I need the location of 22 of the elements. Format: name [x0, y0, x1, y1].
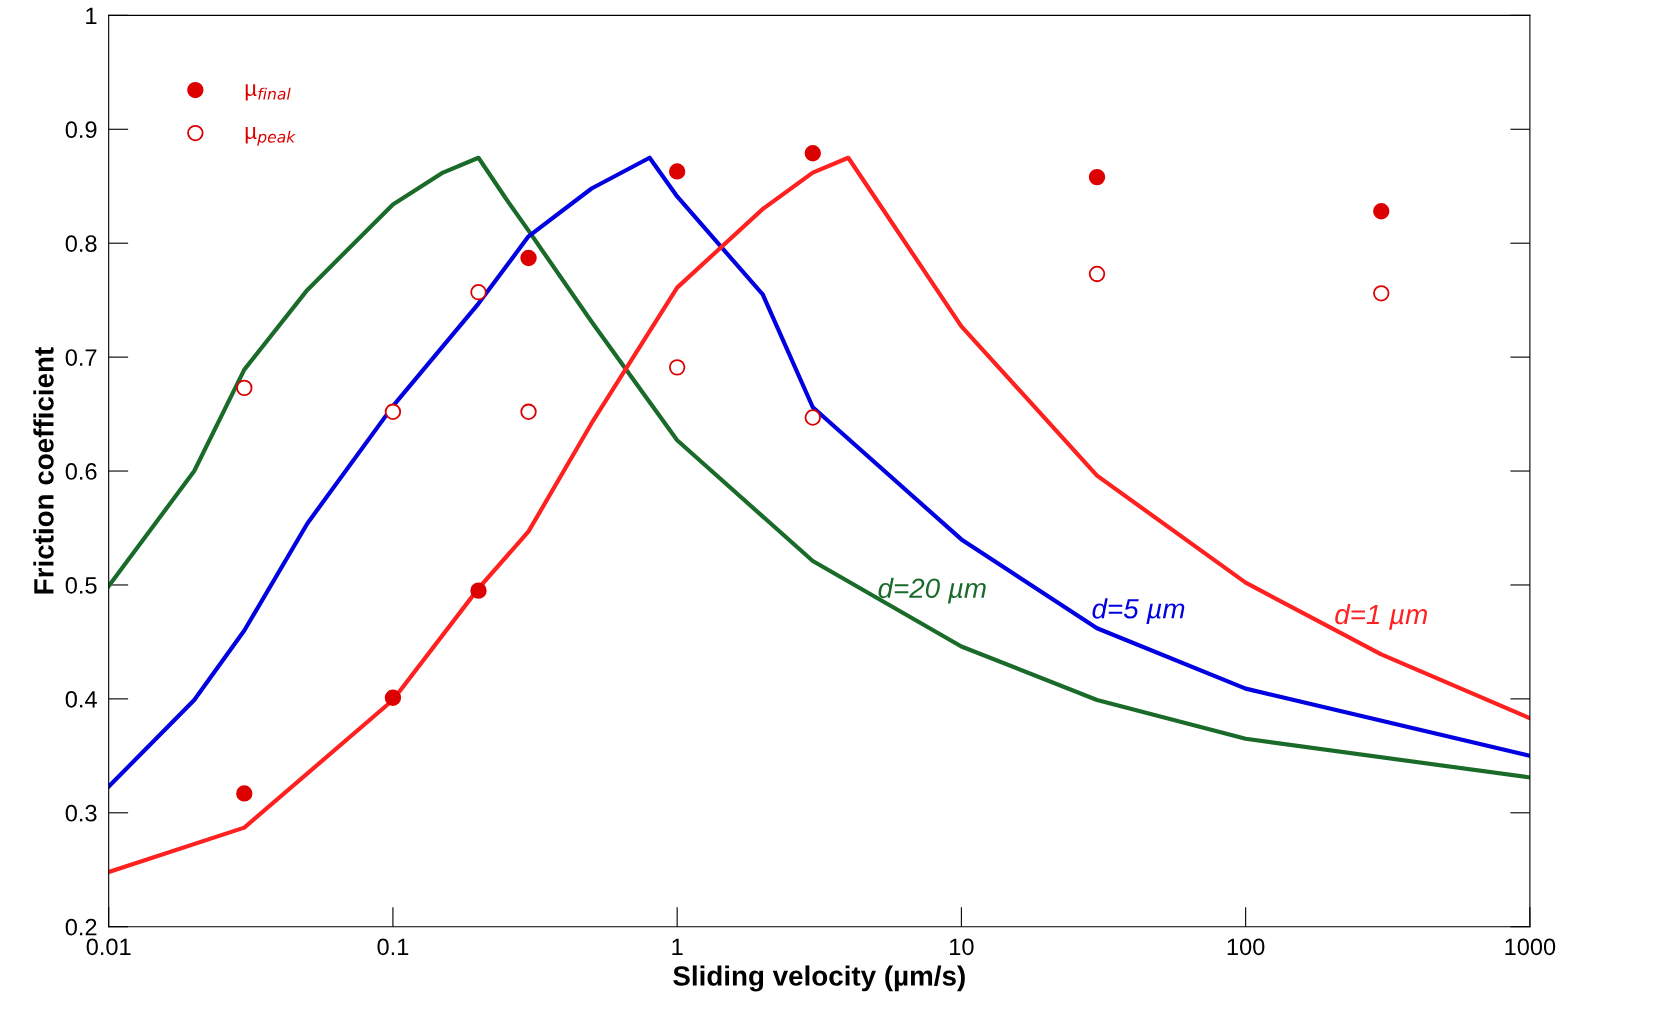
y-axis-title: Friction coefficient: [33, 347, 54, 594]
x-axis-title: Sliding velocity (µm/s): [673, 965, 965, 992]
y-tick-label: 0.8: [65, 235, 97, 252]
x-tick-label: 1000: [1505, 938, 1556, 956]
y-tick-label: 0.2: [65, 918, 97, 936]
y-tick-label: 0.6: [65, 463, 97, 480]
y-tick-label: 0.3: [65, 804, 97, 822]
x-tick-label: 0.01: [86, 938, 131, 956]
legend-label: µ$_{final}$: [245, 84, 291, 101]
legend-label: µ$_{peak}$: [245, 127, 296, 146]
series-label: d=20 µm: [878, 577, 986, 604]
x-tick-label: 100: [1227, 938, 1265, 956]
y-tick-label: 0.7: [65, 349, 97, 366]
y-tick-label: 0.4: [65, 690, 97, 708]
x-tick-label: 1: [672, 938, 683, 955]
y-tick-label: 0.9: [65, 121, 97, 139]
series-label: d=5 µm: [1092, 598, 1185, 625]
y-tick-label: 1: [86, 7, 97, 24]
y-tick-label: 0.5: [65, 577, 97, 594]
x-tick-label: 10: [950, 938, 974, 956]
series-label: d=1 µm: [1335, 603, 1427, 630]
x-tick-label: 0.1: [377, 938, 409, 956]
